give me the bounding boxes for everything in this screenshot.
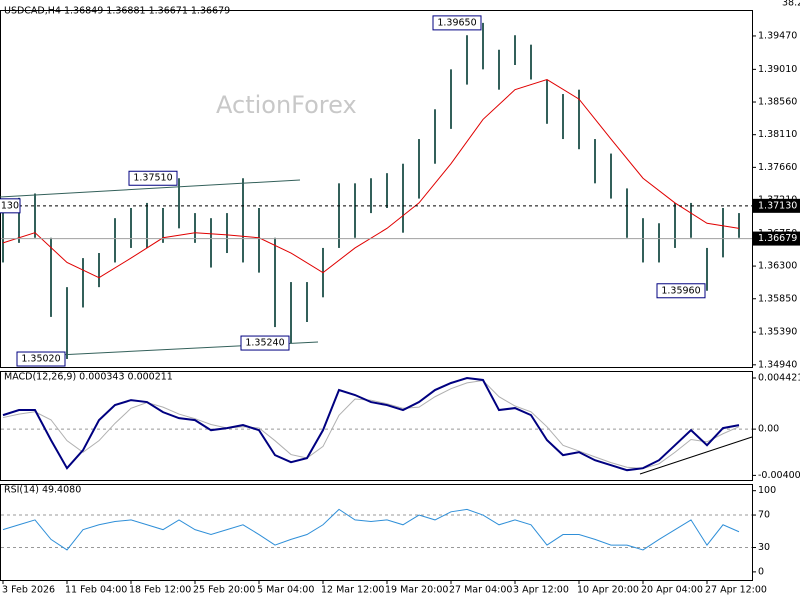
watermark: ActionForex bbox=[216, 91, 357, 119]
y-tick-label: 1.38560 bbox=[758, 97, 797, 108]
annotation-box bbox=[656, 283, 706, 299]
y-tick-label: 30 bbox=[758, 542, 770, 553]
x-tick-label: 27 Mar 04:00 bbox=[449, 585, 512, 596]
annotation-box bbox=[128, 170, 178, 186]
macd-line bbox=[2, 376, 740, 472]
panel-title: MACD(12,26,9) 0.000343 0.000211 bbox=[4, 372, 173, 383]
trend-line bbox=[639, 436, 753, 475]
annotation-box bbox=[432, 15, 482, 31]
panel-title: RSI(14) 49.4080 bbox=[4, 485, 81, 496]
rsi-line bbox=[2, 508, 740, 551]
y-tick-label: 1.37660 bbox=[758, 162, 797, 173]
y-tick-label: 1.35390 bbox=[758, 327, 797, 338]
price-label: 1.37130 bbox=[758, 200, 797, 211]
annotation: 1.37510 bbox=[133, 173, 172, 184]
y-tick-label: 100 bbox=[758, 485, 776, 496]
price-label: 1.37130 bbox=[0, 200, 19, 211]
y-tick-label: 1.34940 bbox=[758, 359, 797, 370]
annotation: 1.35020 bbox=[21, 354, 60, 365]
y-tick-label: 70 bbox=[758, 510, 770, 521]
y-tick-label: 1.35850 bbox=[758, 293, 797, 304]
x-tick-label: 27 Apr 12:00 bbox=[705, 585, 767, 596]
macd-frame bbox=[0, 371, 753, 481]
y-tick-label: 1.38110 bbox=[758, 129, 797, 140]
x-tick-label: 11 Feb 04:00 bbox=[65, 585, 127, 596]
price-label-bg bbox=[753, 231, 800, 246]
y-tick-label: 1.39010 bbox=[758, 64, 797, 75]
y-tick-label: 1.39470 bbox=[758, 30, 797, 41]
panel-title: USDCAD,H4 1.36849 1.36881 1.36671 1.3667… bbox=[4, 6, 230, 17]
y-tick-label: 1.36300 bbox=[758, 261, 797, 272]
annotation: 1.35960 bbox=[661, 285, 700, 296]
price-label-bg bbox=[0, 198, 21, 214]
macd-line bbox=[2, 380, 740, 469]
annotation-box bbox=[16, 351, 66, 367]
price-frame bbox=[0, 10, 753, 368]
annotation: 1.39650 bbox=[437, 17, 476, 28]
annotation: 1.35240 bbox=[245, 338, 284, 349]
x-tick-label: 5 Mar 04:00 bbox=[257, 585, 314, 596]
x-tick-label: 20 Apr 04:00 bbox=[641, 585, 703, 596]
price-label-bg bbox=[753, 198, 800, 213]
x-tick-label: 25 Feb 20:00 bbox=[193, 585, 255, 596]
x-tick-label: 12 Mar 12:00 bbox=[321, 585, 384, 596]
annotation-box bbox=[240, 335, 290, 351]
x-tick-label: 19 Mar 20:00 bbox=[385, 585, 448, 596]
y-tick-label: 0.00 bbox=[758, 424, 779, 435]
y-tick-label: -0.004001 bbox=[758, 470, 800, 481]
x-tick-label: 10 Apr 20:00 bbox=[577, 585, 639, 596]
price-label: 1.36679 bbox=[758, 233, 797, 244]
rsi-frame bbox=[0, 484, 753, 581]
x-tick-label: 3 Feb 2026 bbox=[2, 585, 55, 596]
y-tick-label: 0 bbox=[758, 566, 764, 577]
y-tick-label: 0.004421 bbox=[758, 373, 800, 384]
corner-label: 38.2 bbox=[782, 0, 800, 9]
trend-line bbox=[0, 179, 301, 198]
x-tick-label: 18 Feb 12:00 bbox=[129, 585, 191, 596]
x-tick-label: 3 Apr 12:00 bbox=[513, 585, 569, 596]
